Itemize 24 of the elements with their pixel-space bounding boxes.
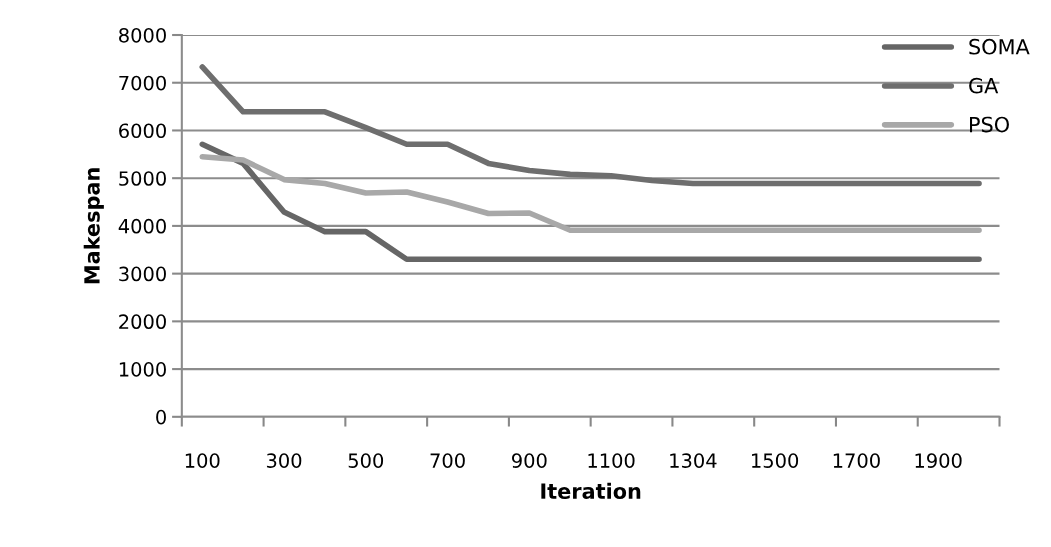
x-tick-label: 1304: [670, 453, 717, 468]
x-tick-label: 1500: [752, 453, 799, 468]
x-tick-label: 1900: [915, 453, 962, 468]
x-tick-label: 500: [348, 453, 384, 468]
y-tick-label: 7000: [119, 75, 166, 91]
legend-label: PSO: [970, 116, 1009, 133]
y-tick-label: 8000: [119, 27, 166, 43]
y-axis-title: Makespan: [83, 168, 104, 284]
y-tick-label: 3000: [119, 266, 166, 282]
y-tick-label: 1000: [119, 362, 166, 377]
y-tick-label: 2000: [119, 314, 166, 330]
x-tick-label: 300: [266, 453, 302, 468]
legend-label: GA: [969, 77, 999, 94]
x-axis-title: Iteration: [541, 482, 641, 499]
x-tick-label: 100: [185, 453, 220, 468]
y-tick-label: 0: [156, 409, 166, 425]
x-tick-label: 900: [512, 453, 547, 468]
x-tick-label: 700: [430, 453, 465, 468]
y-tick-label: 4000: [118, 218, 166, 234]
legend-label: SOMA: [969, 38, 1030, 55]
x-tick-label: 1700: [833, 453, 880, 468]
y-tick-label: 6000: [119, 123, 166, 139]
x-tick-label: 1100: [588, 453, 635, 468]
y-tick-label: 5000: [119, 171, 166, 186]
